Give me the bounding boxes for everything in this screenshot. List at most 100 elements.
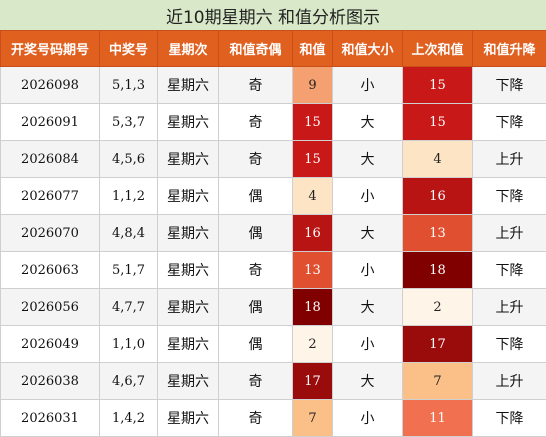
cell-trend: 下降	[473, 326, 546, 363]
cell-numbers: 1,1,0	[100, 326, 158, 363]
cell-size: 小	[333, 400, 403, 437]
cell-prev-sum: 15	[403, 67, 473, 104]
cell-issue: 2026084	[1, 141, 100, 178]
cell-trend: 上升	[473, 363, 546, 400]
cell-numbers: 5,3,7	[100, 104, 158, 141]
cell-numbers: 1,1,2	[100, 178, 158, 215]
cell-numbers: 4,8,4	[100, 215, 158, 252]
header-issue: 开奖号码期号	[1, 31, 100, 67]
cell-issue: 2026031	[1, 400, 100, 437]
cell-weekday: 星期六	[158, 289, 219, 326]
cell-sum: 15	[293, 141, 333, 178]
cell-parity: 奇	[219, 252, 293, 289]
cell-weekday: 星期六	[158, 326, 219, 363]
header-parity: 和值奇偶	[219, 31, 293, 67]
cell-prev-sum: 16	[403, 178, 473, 215]
cell-size: 大	[333, 289, 403, 326]
cell-trend: 上升	[473, 141, 546, 178]
header-size: 和值大小	[333, 31, 403, 67]
sum-analysis-table: 开奖号码期号 中奖号 星期次 和值奇偶 和值 和值大小 上次和值 和值升降 20…	[0, 30, 546, 437]
cell-parity: 奇	[219, 363, 293, 400]
cell-size: 小	[333, 178, 403, 215]
header-prev-sum: 上次和值	[403, 31, 473, 67]
cell-numbers: 5,1,7	[100, 252, 158, 289]
cell-weekday: 星期六	[158, 215, 219, 252]
cell-weekday: 星期六	[158, 252, 219, 289]
cell-prev-sum: 17	[403, 326, 473, 363]
cell-weekday: 星期六	[158, 67, 219, 104]
cell-weekday: 星期六	[158, 363, 219, 400]
cell-size: 小	[333, 67, 403, 104]
cell-numbers: 4,5,6	[100, 141, 158, 178]
cell-numbers: 4,6,7	[100, 363, 158, 400]
cell-trend: 下降	[473, 178, 546, 215]
cell-parity: 偶	[219, 215, 293, 252]
table-header-row: 开奖号码期号 中奖号 星期次 和值奇偶 和值 和值大小 上次和值 和值升降	[1, 31, 546, 67]
cell-size: 大	[333, 363, 403, 400]
cell-issue: 2026070	[1, 215, 100, 252]
cell-parity: 偶	[219, 289, 293, 326]
cell-weekday: 星期六	[158, 141, 219, 178]
cell-trend: 上升	[473, 289, 546, 326]
header-trend: 和值升降	[473, 31, 546, 67]
cell-trend: 下降	[473, 104, 546, 141]
cell-issue: 2026038	[1, 363, 100, 400]
cell-prev-sum: 2	[403, 289, 473, 326]
cell-parity: 偶	[219, 326, 293, 363]
header-weekday: 星期次	[158, 31, 219, 67]
cell-size: 小	[333, 326, 403, 363]
cell-size: 大	[333, 104, 403, 141]
cell-sum: 2	[293, 326, 333, 363]
header-numbers: 中奖号	[100, 31, 158, 67]
cell-sum: 13	[293, 252, 333, 289]
cell-trend: 下降	[473, 400, 546, 437]
page-title: 近10期星期六 和值分析图示	[0, 0, 546, 30]
cell-numbers: 4,7,7	[100, 289, 158, 326]
cell-issue: 2026091	[1, 104, 100, 141]
cell-trend: 上升	[473, 215, 546, 252]
cell-size: 小	[333, 252, 403, 289]
cell-weekday: 星期六	[158, 178, 219, 215]
cell-sum: 9	[293, 67, 333, 104]
cell-numbers: 5,1,3	[100, 67, 158, 104]
cell-parity: 偶	[219, 178, 293, 215]
cell-size: 大	[333, 141, 403, 178]
cell-prev-sum: 4	[403, 141, 473, 178]
cell-issue: 2026077	[1, 178, 100, 215]
cell-prev-sum: 13	[403, 215, 473, 252]
cell-issue: 2026063	[1, 252, 100, 289]
cell-trend: 下降	[473, 67, 546, 104]
cell-size: 大	[333, 215, 403, 252]
cell-parity: 奇	[219, 141, 293, 178]
cell-parity: 奇	[219, 67, 293, 104]
cell-prev-sum: 11	[403, 400, 473, 437]
cell-sum: 15	[293, 104, 333, 141]
cell-issue: 2026056	[1, 289, 100, 326]
cell-sum: 18	[293, 289, 333, 326]
cell-parity: 奇	[219, 400, 293, 437]
cell-issue: 2026049	[1, 326, 100, 363]
cell-sum: 4	[293, 178, 333, 215]
cell-prev-sum: 18	[403, 252, 473, 289]
cell-weekday: 星期六	[158, 400, 219, 437]
header-sum: 和值	[293, 31, 333, 67]
cell-weekday: 星期六	[158, 104, 219, 141]
cell-numbers: 1,4,2	[100, 400, 158, 437]
cell-issue: 2026098	[1, 67, 100, 104]
cell-sum: 7	[293, 400, 333, 437]
cell-sum: 17	[293, 363, 333, 400]
cell-prev-sum: 15	[403, 104, 473, 141]
cell-prev-sum: 7	[403, 363, 473, 400]
cell-trend: 下降	[473, 252, 546, 289]
